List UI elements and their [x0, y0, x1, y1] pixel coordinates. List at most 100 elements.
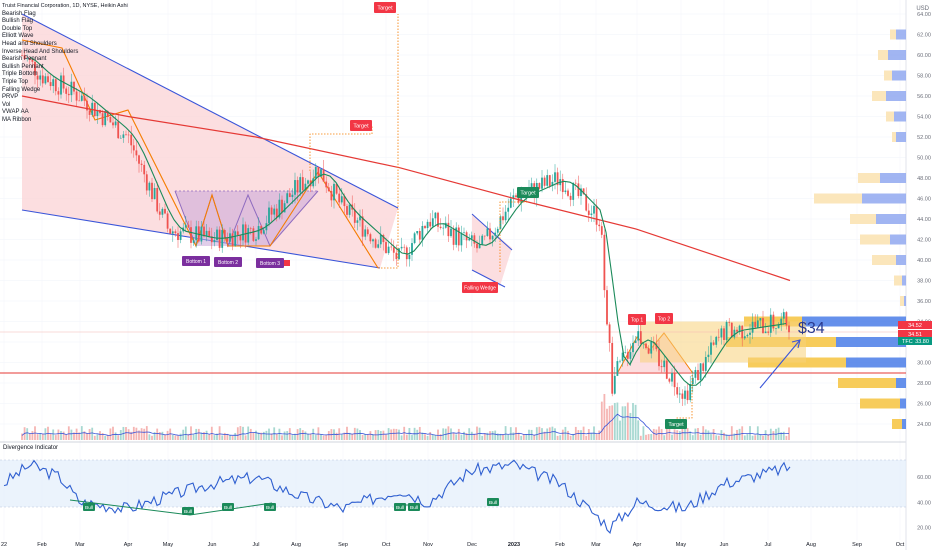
candle-body: [234, 231, 237, 246]
svg-text:Target: Target: [668, 422, 684, 428]
bull-label: Bull: [394, 503, 406, 511]
candle-body: [88, 110, 91, 115]
volume-bar: [187, 433, 190, 440]
legend-item[interactable]: Bearish Pennant: [2, 56, 47, 63]
svg-text:TFC: TFC: [902, 339, 913, 345]
volume-bar: [652, 428, 655, 440]
volume-bar: [390, 429, 393, 440]
small-wedge-lower: [471, 269, 506, 288]
candle-body: [574, 182, 577, 184]
volume-bar: [385, 434, 387, 440]
legend-item[interactable]: Bearish Flag: [2, 10, 36, 17]
candle-body: [114, 121, 117, 126]
volume-bar: [486, 432, 489, 440]
candle-body: [288, 193, 291, 198]
volume-bar: [530, 429, 533, 440]
price-axis[interactable]: 24.0026.0028.0030.0032.0034.0036.0038.00…: [917, 12, 931, 428]
volume-bar: [533, 434, 536, 440]
bottom-3-label: Bottom 3: [256, 258, 290, 268]
candle-body: [83, 95, 86, 101]
candle-body: [65, 88, 68, 94]
candle-body: [41, 75, 44, 84]
candle-body: [442, 227, 445, 229]
bull-label: Bull: [182, 507, 194, 515]
volume-bar: [520, 435, 523, 440]
legend-item[interactable]: VWAP AA: [2, 109, 29, 116]
legend-item[interactable]: Triple Top: [2, 78, 29, 85]
candle-body: [379, 235, 382, 245]
legend-item[interactable]: Inverse Head And Shoulders: [2, 48, 79, 55]
volume-bar: [772, 431, 775, 440]
volume-bar: [83, 431, 86, 440]
svg-text:Bull: Bull: [266, 505, 274, 511]
candle-body: [273, 208, 276, 215]
candle-body: [101, 113, 104, 126]
candle-body: [49, 82, 52, 87]
legend-item[interactable]: Vol: [2, 101, 11, 108]
candle-body: [21, 55, 23, 56]
time-axis[interactable]: 22 Feb Mar Apr May Jun Jul Aug Sep Oct Nov Dec 2023 F…: [1, 542, 905, 548]
volume-bar: [639, 435, 642, 440]
candle-body: [247, 228, 250, 243]
legend-item[interactable]: Triple Bottom: [2, 71, 38, 78]
candle-body: [556, 172, 559, 186]
volume-bar: [522, 434, 525, 440]
rsi-line: [3, 459, 791, 534]
candle-body: [257, 226, 260, 240]
candle-body: [429, 221, 432, 227]
volume-bar: [75, 428, 78, 440]
vp-bar-up: [876, 214, 906, 224]
legend-item[interactable]: Double Top: [2, 25, 33, 32]
falling-wedge-label: Falling Wedge: [462, 282, 498, 293]
vp-bar-up: [862, 193, 906, 204]
volume-bar: [621, 406, 624, 440]
candle-body: [403, 246, 406, 248]
candle-body: [223, 230, 226, 238]
volume-bar: [229, 435, 231, 440]
candle-body: [119, 137, 122, 139]
candle-body: [634, 340, 637, 343]
legend-item[interactable]: Elliott Wave: [2, 33, 34, 40]
volume-bar: [559, 435, 562, 440]
candle-body: [434, 212, 437, 219]
candle-body: [93, 102, 96, 117]
legend-item[interactable]: Bullish Flag: [2, 18, 34, 25]
time-tick: Aug: [806, 542, 816, 548]
vp-bar-down: [892, 419, 902, 429]
vp-bar-up: [894, 111, 906, 122]
legend-item[interactable]: PRVP: [2, 94, 19, 101]
volume-bar: [585, 435, 588, 440]
candle-body: [431, 218, 434, 227]
volume-bar: [156, 428, 159, 440]
volume-bar: [504, 426, 507, 440]
volume-bar: [335, 432, 338, 440]
volume-bar: [127, 429, 130, 440]
candle-body: [327, 187, 330, 192]
volume-bar: [226, 433, 229, 440]
price-tick: 36.00: [917, 299, 931, 305]
legend-item[interactable]: Head and Shoulders: [2, 40, 57, 47]
volume-bar: [278, 428, 281, 440]
volume-bar: [244, 435, 247, 440]
candle-body: [122, 134, 125, 138]
svg-text:Bottom 3: Bottom 3: [260, 261, 280, 267]
volume-ma-line: [21, 413, 790, 437]
volume-bar: [699, 434, 702, 440]
legend-item[interactable]: Falling Wedge: [2, 86, 41, 93]
price-tick: 44.00: [917, 217, 931, 223]
volume-bar: [671, 434, 673, 440]
elliott-wave-path: [21, 39, 379, 269]
volume-bar: [260, 432, 263, 440]
legend-item[interactable]: Bullish Pennant: [2, 63, 44, 70]
volume-bar: [751, 435, 754, 440]
vp-bar-down: [884, 70, 892, 81]
volume-bar: [429, 431, 432, 440]
volume-bar: [73, 432, 75, 440]
candle-body: [106, 110, 109, 117]
legend-item[interactable]: MA Ribbon: [2, 116, 32, 123]
volume-bar: [624, 406, 627, 440]
volume-bar: [561, 429, 564, 440]
volume-bar: [634, 404, 637, 440]
volume-bar: [463, 431, 465, 440]
